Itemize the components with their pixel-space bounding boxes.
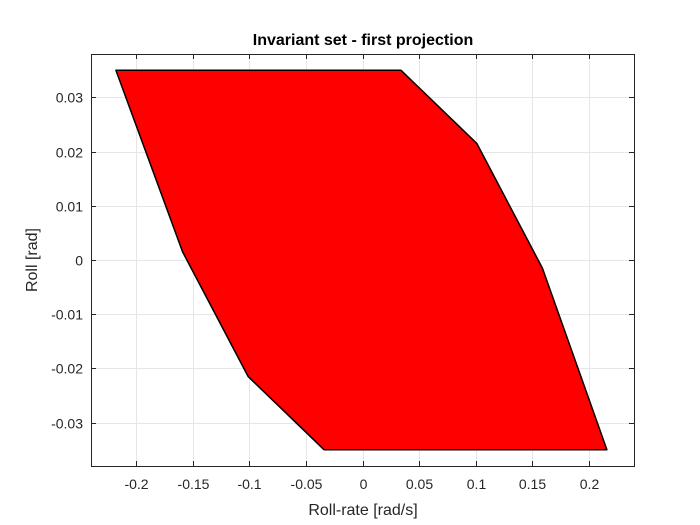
y-tick-label: -0.01 — [51, 307, 83, 323]
x-tick-label: 0.1 — [467, 476, 487, 492]
y-tick-label: -0.03 — [51, 416, 83, 432]
x-tick-label: -0.1 — [237, 476, 261, 492]
y-tick-label: -0.02 — [51, 361, 83, 377]
plot-area — [115, 69, 608, 451]
x-tick-label: 0.15 — [519, 476, 546, 492]
chart-title: Invariant set - first projection — [253, 32, 473, 49]
x-tick-label: 0.05 — [406, 476, 433, 492]
x-tick-label: -0.2 — [124, 476, 148, 492]
y-axis-ticks: -0.03 -0.02 -0.01 0 0.01 0.02 0.03 — [51, 90, 634, 432]
y-tick-label: 0 — [75, 253, 83, 269]
x-tick-label: -0.15 — [178, 476, 210, 492]
x-tick-label: 0 — [360, 476, 368, 492]
x-axis-label: Roll-rate [rad/s] — [308, 502, 417, 519]
y-tick-label: 0.03 — [56, 90, 83, 106]
x-tick-label: -0.05 — [291, 476, 323, 492]
y-tick-label: 0.01 — [56, 199, 83, 215]
x-tick-label: 0.2 — [580, 476, 600, 492]
invariant-set-polygon — [115, 69, 608, 451]
y-axis-label: Roll [rad] — [24, 228, 41, 292]
x-axis-ticks: -0.2 -0.15 -0.1 -0.05 0 0.05 0.1 0.15 0.2 — [124, 54, 599, 492]
y-tick-label: 0.02 — [56, 145, 83, 161]
